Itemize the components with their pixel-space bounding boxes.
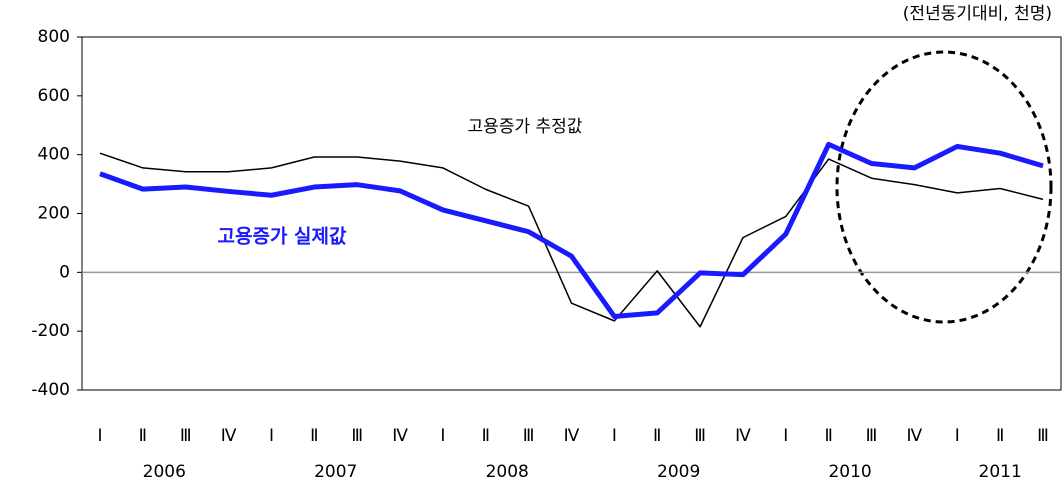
x-tick-label: Ⅳ	[392, 426, 408, 446]
x-tick-label: Ⅰ	[440, 426, 445, 446]
plot-frame	[81, 36, 1062, 391]
highlight-ellipse	[835, 50, 1053, 324]
y-tick-label: -400	[31, 380, 70, 400]
y-tick-label: 200	[38, 204, 70, 224]
y-tick-label: -200	[31, 321, 70, 341]
x-tick-label: Ⅱ	[139, 426, 147, 446]
x-tick-label: Ⅳ	[221, 426, 237, 446]
x-tick-label: Ⅱ	[996, 426, 1004, 446]
series-line	[99, 152, 1044, 328]
x-tick-label: Ⅱ	[310, 426, 318, 446]
x-tick-label: Ⅲ	[180, 426, 192, 446]
x-tick-label: Ⅲ	[351, 426, 363, 446]
year-label: 2008	[486, 462, 529, 482]
year-label: 2011	[979, 462, 1022, 482]
year-label: 2009	[657, 462, 700, 482]
year-label: 2006	[143, 462, 186, 482]
x-tick-label: Ⅰ	[783, 426, 788, 446]
unit-note: (전년동기대비, 천명)	[903, 4, 1052, 24]
x-tick-label: Ⅱ	[653, 426, 661, 446]
series-label: 고용증가 실제값	[218, 226, 347, 248]
y-tick-label: 600	[38, 86, 70, 106]
x-tick-label: Ⅱ	[482, 426, 490, 446]
y-tick-label: 800	[38, 27, 70, 47]
x-tick-label: Ⅳ	[907, 426, 923, 446]
x-tick-label: Ⅳ	[735, 426, 751, 446]
x-tick-label: Ⅳ	[564, 426, 580, 446]
x-tick-label: Ⅲ	[1037, 426, 1049, 446]
x-tick-label: Ⅰ	[612, 426, 617, 446]
x-tick-label: Ⅰ	[97, 426, 102, 446]
series-label: 고용증가 추정값	[468, 117, 583, 137]
series-line	[99, 141, 1044, 319]
x-tick-label: Ⅲ	[523, 426, 535, 446]
x-tick-label: Ⅲ	[866, 426, 878, 446]
y-tick-label: 400	[38, 145, 70, 165]
year-label: 2010	[828, 462, 871, 482]
y-tick-label: 0	[59, 262, 70, 282]
x-tick-label: Ⅰ	[955, 426, 960, 446]
x-tick-label: Ⅲ	[694, 426, 706, 446]
year-label: 2007	[314, 462, 357, 482]
x-tick-label: Ⅱ	[824, 426, 832, 446]
x-tick-label: Ⅰ	[269, 426, 274, 446]
